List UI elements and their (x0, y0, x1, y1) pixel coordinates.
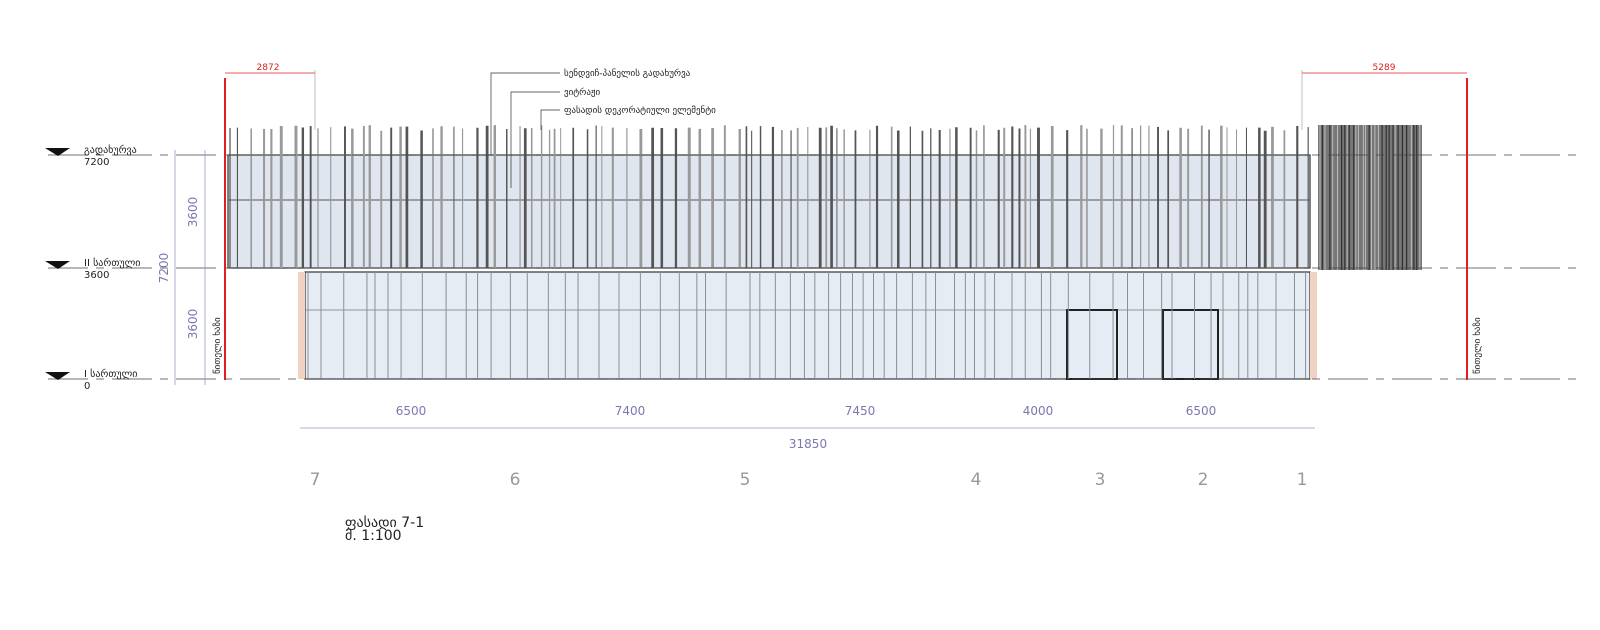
callout-stained-glass: ვიტრაჟი (564, 87, 601, 98)
upper-floor-glazing (227, 154, 1311, 269)
level-triangle-icon (45, 372, 70, 380)
red-line-label-left: წითელი ხაზი (212, 317, 223, 374)
dim-lower-floor: 3600 (186, 309, 200, 340)
bay-dim: 7400 (615, 404, 646, 418)
red-line-label-right: წითელი ხაზი (1472, 317, 1483, 374)
decorative-fins (229, 125, 1421, 379)
dim-total-height: 7200 (157, 253, 171, 284)
level-name: II სართული (84, 257, 140, 269)
axis-label: 4 (971, 470, 982, 490)
callout-decorative-element: ფასადის დეკორატიული ელემენტი (564, 105, 716, 116)
drawing-scale: მ. 1:100 (345, 528, 402, 544)
column-left (298, 272, 305, 379)
red-line-offset-right: 5289 (1373, 63, 1396, 73)
level-elevation: 0 (84, 381, 90, 392)
callout-leaders (490, 72, 560, 188)
level-marker-first-floor: I სართული 0 (45, 368, 137, 392)
lower-floor-glazing (304, 271, 1311, 380)
callout-sandwich-roof: სენდვიჩ-პანელის გადახურვა (564, 68, 691, 79)
red-lines (224, 72, 1468, 380)
level-elevation: 7200 (84, 157, 109, 168)
drawing-title: ფასადი 7-1 (345, 515, 424, 531)
bay-dim: 6500 (1186, 404, 1217, 418)
dark-fin-panel (1318, 125, 1422, 270)
total-dim: 31850 (789, 437, 827, 451)
level-triangle-icon (45, 261, 70, 269)
level-marker-second-floor: II სართული 3600 (45, 257, 140, 281)
horizontal-dimensions (300, 427, 1315, 429)
axis-label: 2 (1198, 470, 1209, 490)
level-triangle-icon (45, 148, 70, 156)
bay-dim: 7450 (845, 404, 876, 418)
level-elevation: 3600 (84, 270, 109, 281)
bay-dim: 4000 (1023, 404, 1054, 418)
vertical-dimensions (174, 150, 206, 385)
level-name: I სართული (84, 368, 137, 380)
axis-label: 6 (510, 470, 521, 490)
axis-label: 3 (1095, 470, 1106, 490)
column-right (1310, 272, 1317, 379)
level-name: გადახურვა (84, 144, 137, 156)
level-marker-roof: გადახურვა 7200 (45, 144, 137, 168)
axis-label: 1 (1297, 470, 1308, 490)
axis-label: 5 (740, 470, 751, 490)
bay-dim: 6500 (396, 404, 427, 418)
building-facade (227, 125, 1422, 380)
red-line-offset-left: 2872 (257, 63, 280, 73)
dim-upper-floor: 3600 (186, 197, 200, 228)
axis-label: 7 (310, 470, 321, 490)
